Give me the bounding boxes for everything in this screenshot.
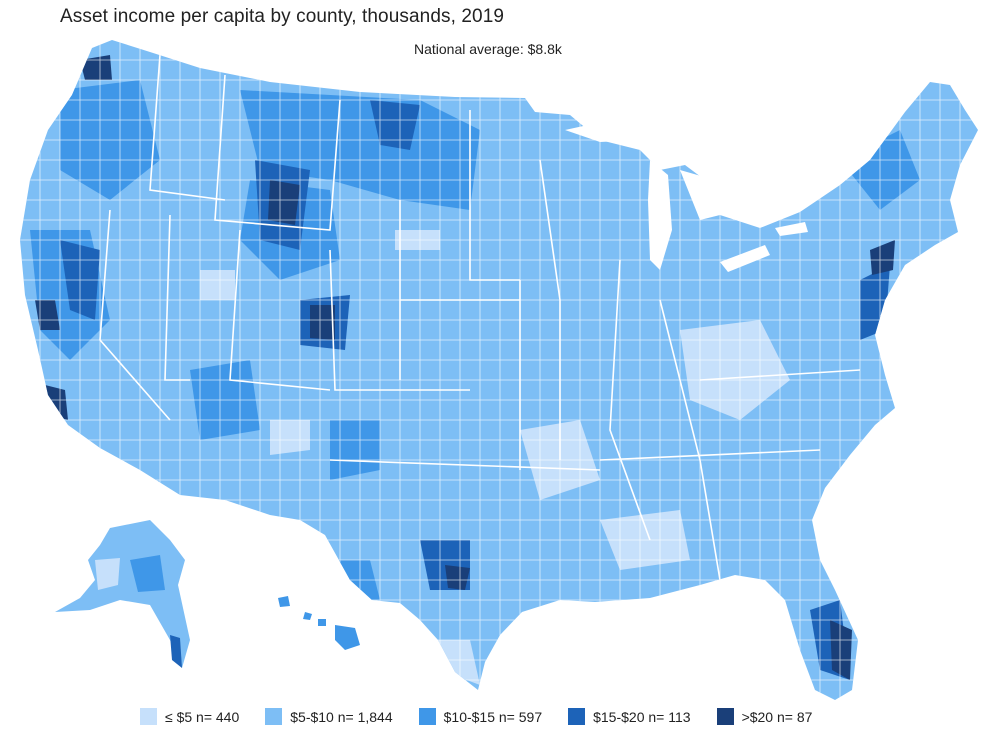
hawaii [278,596,360,650]
legend-item-gt20: >$20 n= 87 [716,708,813,725]
legend: ≤ $5 n= 440 $5-$10 n= 1,844 $10-$15 n= 5… [140,708,812,725]
legend-item-10to15: $10-$15 n= 597 [418,708,543,725]
legend-item-5to10: $5-$10 n= 1,844 [265,708,393,725]
legend-label-lt5: ≤ $5 n= 440 [165,708,240,725]
legend-swatch-10to15 [418,708,436,725]
legend-swatch-5to10 [265,708,283,725]
lake-michigan [648,160,672,270]
legend-swatch-lt5 [140,708,157,725]
legend-label-gt20: >$20 n= 87 [741,708,813,725]
national-average-note: National average: $8.8k [414,41,562,57]
alaska [55,520,190,668]
state-borders [99,54,861,581]
legend-swatch-15to20 [568,708,586,725]
legend-label-10to15: $10-$15 n= 597 [443,708,543,725]
legend-item-lt5: ≤ $5 n= 440 [140,708,239,725]
lake-ontario [775,222,808,236]
lake-superior [565,118,660,142]
region-gt20 [35,55,895,680]
map-title: Asset income per capita by county, thous… [60,6,505,27]
legend-swatch-gt20 [716,708,734,725]
legend-label-15to20: $15-$20 n= 113 [593,708,691,725]
lake-erie [720,245,770,272]
legend-label-5to10: $5-$10 n= 1,844 [290,708,393,725]
lake-huron [680,170,720,220]
legend-item-15to20: $15-$20 n= 113 [568,708,691,725]
